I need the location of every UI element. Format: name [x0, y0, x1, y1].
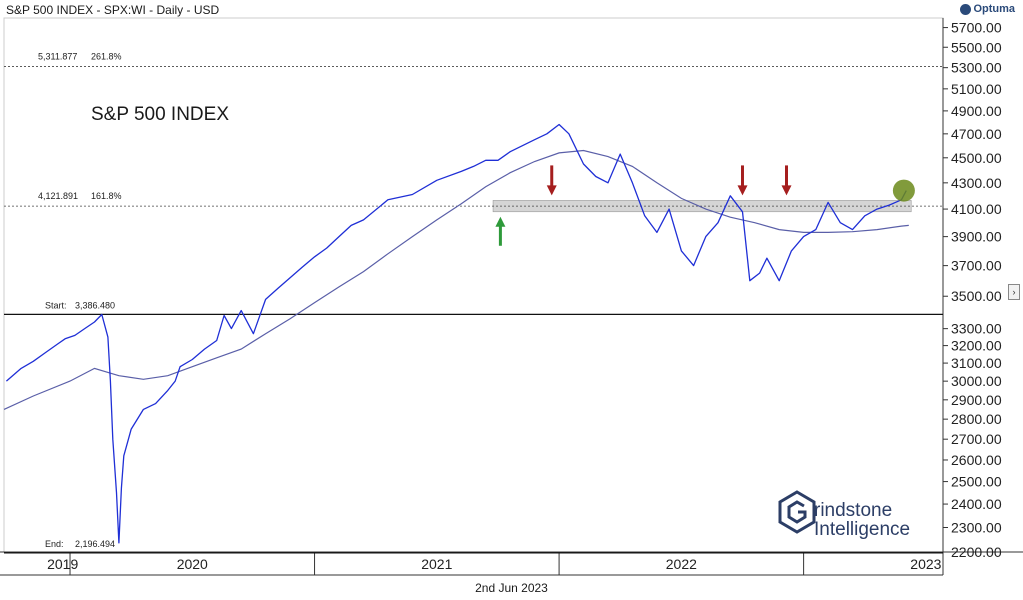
y-axis-tick-label: 5300.00: [951, 60, 1002, 76]
y-axis: 5700.00 5500.00 5300.00 5100.00 4900.00 4700.…: [943, 20, 1002, 560]
fibonacci-level-value: 5,311.877: [38, 51, 77, 61]
y-axis-tick-label: 2600.00: [951, 452, 1002, 468]
y-axis-tick-label: 5500.00: [951, 39, 1002, 55]
year-gridlines: [69, 552, 805, 575]
y-axis-tick-label: 5100.00: [951, 81, 1002, 97]
reference-level-value: 2,196.494: [75, 539, 115, 549]
x-axis: 2019 2020 2021 2022 2023: [47, 556, 942, 572]
moving-average-line: [3, 149, 909, 410]
reference-level-label: Start:: [45, 300, 67, 310]
y-axis-tick-label: 4300.00: [951, 175, 1002, 191]
down-arrow-icon: [737, 185, 748, 196]
fibonacci-level-ratio: 161.8%: [91, 191, 122, 201]
down-arrow-icon: [781, 185, 792, 196]
x-axis-year-label: 2020: [177, 556, 208, 572]
y-axis-tick-label: 3200.00: [951, 338, 1002, 354]
y-axis-tick-label: 4100.00: [951, 201, 1002, 217]
price-line: [5, 123, 907, 544]
watermark-line2: Intelligence: [814, 519, 910, 540]
series-lines: [3, 123, 909, 544]
chart-markers: [495, 165, 915, 246]
fibonacci-annotations: 5,311.877 261.8% 4,121.891 161.8% Start: 3,38…: [4, 51, 943, 554]
watermark-line1: rindstone: [814, 500, 892, 521]
grindstone-g-icon: [778, 490, 816, 534]
y-axis-tick-label: 4700.00: [951, 126, 1002, 142]
breakout-highlight-circle: [892, 179, 915, 202]
y-axis-tick-label: 5700.00: [951, 20, 1002, 36]
y-axis-tick-label: 4900.00: [951, 103, 1002, 119]
x-axis-year-label: 2019: [47, 556, 78, 572]
grindstone-watermark: rindstone Intelligence: [778, 490, 910, 540]
y-axis-tick-label: 2300.00: [951, 520, 1002, 536]
down-arrow-icon: [546, 185, 557, 196]
y-axis-tick-label: 2400.00: [951, 496, 1002, 512]
x-axis-year-label: 2022: [666, 556, 697, 572]
y-axis-tick-label: 3300.00: [951, 321, 1002, 337]
optuma-logo-text: Optuma: [973, 3, 1015, 15]
x-axis-year-label: 2023: [910, 556, 941, 572]
y-axis-tick-label: 2900.00: [951, 392, 1002, 408]
optuma-logo-icon: [960, 3, 972, 15]
y-axis-tick-label: 3500.00: [951, 288, 1002, 304]
footer-date: 2nd Jun 2023: [475, 581, 548, 595]
optuma-logo: Optuma: [960, 3, 1015, 15]
chart-header-title: S&P 500 INDEX - SPX:WI - Daily - USD: [6, 3, 220, 17]
reference-level-value: 3,386.480: [75, 300, 115, 310]
y-axis-tick-label: 3900.00: [951, 229, 1002, 245]
y-axis-tick-label: 2800.00: [951, 411, 1002, 427]
side-scroll-handle[interactable]: ›: [1008, 284, 1020, 300]
x-axis-year-label: 2021: [421, 556, 452, 572]
up-arrow-icon: [495, 216, 506, 227]
fibonacci-level-value: 4,121.891: [38, 191, 78, 201]
plot-area-border: [3, 17, 944, 553]
chart-title: S&P 500 INDEX: [91, 104, 229, 125]
fibonacci-level-ratio: 261.8%: [91, 51, 122, 61]
y-axis-tick-label: 3000.00: [951, 373, 1002, 389]
y-axis-tick-label: 2200.00: [951, 544, 1002, 560]
y-axis-tick-label: 2700.00: [951, 431, 1002, 447]
y-axis-tick-label: 4500.00: [951, 150, 1002, 166]
y-axis-tick-label: 2500.00: [951, 474, 1002, 490]
y-axis-tick-label: 3700.00: [951, 258, 1002, 274]
y-axis-tick-label: 3100.00: [951, 355, 1002, 371]
reference-level-label: End:: [45, 539, 64, 549]
